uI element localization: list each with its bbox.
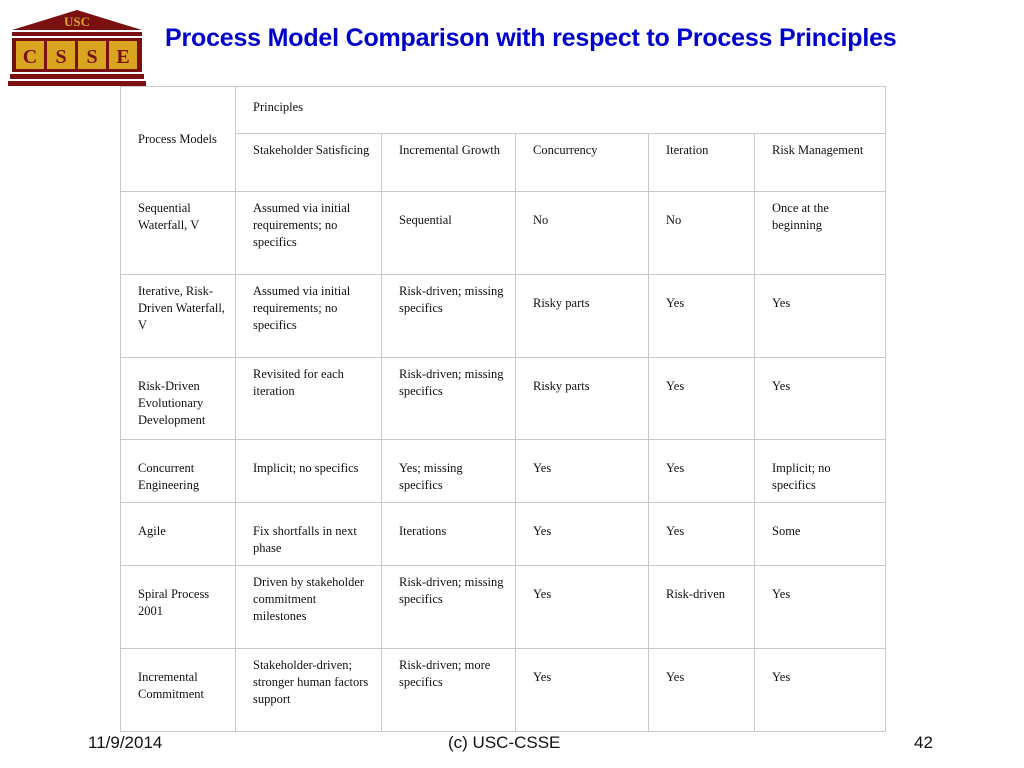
logo-letter-2: S [55, 46, 66, 68]
cell-incremental-growth: Risk-driven; more specifics [381, 648, 516, 732]
cell-incremental-growth: Risk-driven; missing specifics [381, 357, 516, 440]
cell-concurrency: Yes [515, 648, 649, 732]
logo-letter-4: E [116, 46, 129, 68]
table-row: Concurrent Engineering Implicit; no spec… [120, 439, 887, 503]
cell-incremental-growth: Risk-driven; missing specifics [381, 565, 516, 649]
cell-concurrency: No [515, 191, 649, 275]
cell-iteration: Risk-driven [648, 565, 755, 649]
logo-base-2 [8, 81, 146, 86]
cell-iteration: No [648, 191, 755, 275]
column-header-incremental-growth: Incremental Growth [381, 133, 516, 192]
table-row: Iterative, Risk-Driven Waterfall, V Assu… [120, 274, 887, 358]
cell-risk-management: Once at the beginning [753, 191, 887, 275]
cell-concurrency: Risky parts [515, 357, 649, 440]
cell-risk-management: Yes [753, 648, 887, 732]
cell-risk-management: Some [753, 502, 887, 566]
column-header-iteration: Iteration [648, 133, 755, 192]
row-model: Spiral Process 2001 [120, 565, 236, 649]
logo-box-1 [16, 41, 44, 69]
cell-stakeholder-satisficing: Fix shortfalls in next phase [235, 502, 382, 566]
cell-stakeholder-satisficing: Implicit; no specifics [235, 439, 382, 503]
logo-box-2 [47, 41, 75, 69]
row-model: Agile [120, 502, 236, 566]
table-row: Risk-Driven Evolutionary Development Rev… [120, 357, 887, 440]
logo-roof [12, 10, 142, 30]
cell-risk-management: Yes [753, 565, 887, 649]
cell-stakeholder-satisficing: Stakeholder-driven; stronger human facto… [235, 648, 382, 732]
table-row: Agile Fix shortfalls in next phase Itera… [120, 502, 887, 566]
usc-csse-logo: USC C S S E [8, 10, 146, 86]
cell-concurrency: Yes [515, 502, 649, 566]
table-row: Incremental Commitment Stakeholder-drive… [120, 648, 887, 732]
column-header-stakeholder-satisficing: Stakeholder Satisficing [235, 133, 382, 192]
header-principles: Principles [234, 86, 887, 134]
logo-band-top [12, 32, 142, 36]
cell-stakeholder-satisficing: Assumed via initial requirements; no spe… [235, 191, 382, 275]
cell-risk-management: Yes [753, 357, 887, 440]
footer-copyright: (c) USC-CSSE [448, 733, 561, 752]
logo-base-1 [10, 74, 144, 79]
cell-risk-management: Yes [753, 274, 887, 358]
cell-iteration: Yes [648, 439, 755, 503]
cell-stakeholder-satisficing: Driven by stakeholder commitment milesto… [235, 565, 382, 649]
row-model: Incremental Commitment [120, 648, 236, 732]
column-header-risk-management: Risk Management [753, 133, 887, 192]
cell-incremental-growth: Sequential [381, 191, 516, 275]
header-row-principles: Process Models Principles [120, 86, 887, 192]
row-model: Iterative, Risk-Driven Waterfall, V [120, 274, 236, 358]
row-model: Concurrent Engineering [120, 439, 236, 503]
cell-iteration: Yes [648, 357, 755, 440]
cell-stakeholder-satisficing: Assumed via initial requirements; no spe… [235, 274, 382, 358]
column-header-concurrency: Concurrency [515, 133, 649, 192]
logo-usc-text: USC [64, 14, 90, 29]
cell-concurrency: Yes [515, 439, 649, 503]
row-model: Sequential Waterfall, V [120, 191, 236, 275]
slide-title: Process Model Comparison with respect to… [165, 24, 897, 52]
cell-incremental-growth: Yes; missing specifics [381, 439, 516, 503]
cell-risk-management: Implicit; no specifics [753, 439, 887, 503]
cell-concurrency: Risky parts [515, 274, 649, 358]
header-process-models: Process Models [120, 86, 236, 192]
comparison-table: Process Models Principles Stakeholder Sa… [120, 86, 887, 732]
cell-stakeholder-satisficing: Revisited for each iteration [235, 357, 382, 440]
slide-number: 42 [914, 733, 933, 752]
logo-letter-1: C [23, 46, 37, 68]
cell-iteration: Yes [648, 274, 755, 358]
logo-letter-3: S [86, 46, 97, 68]
table-row: Sequential Waterfall, V Assumed via init… [120, 191, 887, 275]
row-model: Risk-Driven Evolutionary Development [120, 357, 236, 440]
cell-iteration: Yes [648, 502, 755, 566]
logo-box-3 [78, 41, 106, 69]
cell-incremental-growth: Risk-driven; missing specifics [381, 274, 516, 358]
header-row-columns: Stakeholder Satisficing Incremental Grow… [121, 133, 887, 192]
table-row: Spiral Process 2001 Driven by stakeholde… [120, 565, 887, 649]
cell-concurrency: Yes [515, 565, 649, 649]
footer-date: 11/9/2014 [88, 733, 163, 752]
logo-box-4 [109, 41, 137, 69]
cell-incremental-growth: Iterations [381, 502, 516, 566]
cell-iteration: Yes [648, 648, 755, 732]
